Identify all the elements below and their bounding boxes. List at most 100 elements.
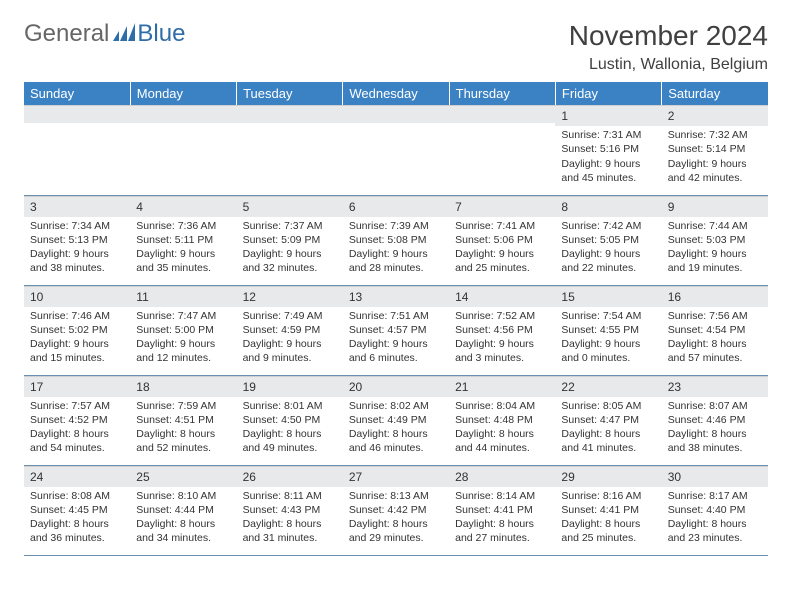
col-tuesday: Tuesday — [237, 82, 343, 105]
sunset-text: Sunset: 4:57 PM — [349, 323, 443, 337]
day-data — [237, 123, 343, 129]
day-cell: 15Sunrise: 7:54 AMSunset: 4:55 PMDayligh… — [555, 285, 661, 375]
day-cell: 19Sunrise: 8:01 AMSunset: 4:50 PMDayligh… — [237, 375, 343, 465]
day-data: Sunrise: 7:56 AMSunset: 4:54 PMDaylight:… — [662, 307, 768, 370]
day-cell: 1Sunrise: 7:31 AMSunset: 5:16 PMDaylight… — [555, 105, 661, 195]
day-data: Sunrise: 7:31 AMSunset: 5:16 PMDaylight:… — [555, 126, 661, 189]
day-data: Sunrise: 7:59 AMSunset: 4:51 PMDaylight:… — [130, 397, 236, 460]
sunset-text: Sunset: 4:44 PM — [136, 503, 230, 517]
daylight-text: Daylight: 9 hours and 35 minutes. — [136, 247, 230, 275]
day-cell: 22Sunrise: 8:05 AMSunset: 4:47 PMDayligh… — [555, 375, 661, 465]
day-number: 1 — [555, 105, 661, 126]
day-cell — [237, 105, 343, 195]
day-cell — [130, 105, 236, 195]
day-number: 11 — [130, 286, 236, 307]
day-cell: 27Sunrise: 8:13 AMSunset: 4:42 PMDayligh… — [343, 465, 449, 555]
daylight-text: Daylight: 8 hours and 54 minutes. — [30, 427, 124, 455]
daylight-text: Daylight: 9 hours and 42 minutes. — [668, 157, 762, 185]
day-cell: 29Sunrise: 8:16 AMSunset: 4:41 PMDayligh… — [555, 465, 661, 555]
location-label: Lustin, Wallonia, Belgium — [569, 56, 768, 74]
day-number: 9 — [662, 196, 768, 217]
sunrise-text: Sunrise: 8:13 AM — [349, 489, 443, 503]
daylight-text: Daylight: 9 hours and 19 minutes. — [668, 247, 762, 275]
sunrise-text: Sunrise: 8:11 AM — [243, 489, 337, 503]
daylight-text: Daylight: 8 hours and 52 minutes. — [136, 427, 230, 455]
day-data: Sunrise: 7:41 AMSunset: 5:06 PMDaylight:… — [449, 217, 555, 280]
day-number: 8 — [555, 196, 661, 217]
sunset-text: Sunset: 5:11 PM — [136, 233, 230, 247]
sunset-text: Sunset: 4:41 PM — [455, 503, 549, 517]
col-sunday: Sunday — [24, 82, 130, 105]
daylight-text: Daylight: 9 hours and 12 minutes. — [136, 337, 230, 365]
week-row: 1Sunrise: 7:31 AMSunset: 5:16 PMDaylight… — [24, 105, 768, 195]
logo: General Blue — [24, 20, 185, 48]
day-cell: 9Sunrise: 7:44 AMSunset: 5:03 PMDaylight… — [662, 195, 768, 285]
day-number: 16 — [662, 286, 768, 307]
sunrise-text: Sunrise: 8:17 AM — [668, 489, 762, 503]
day-data: Sunrise: 7:36 AMSunset: 5:11 PMDaylight:… — [130, 217, 236, 280]
sunrise-text: Sunrise: 7:57 AM — [30, 399, 124, 413]
day-number: 27 — [343, 466, 449, 487]
header: General Blue November 2024 Lustin, Wallo… — [24, 20, 768, 74]
day-data: Sunrise: 8:13 AMSunset: 4:42 PMDaylight:… — [343, 487, 449, 550]
month-title: November 2024 — [569, 20, 768, 52]
day-data: Sunrise: 8:08 AMSunset: 4:45 PMDaylight:… — [24, 487, 130, 550]
sunrise-text: Sunrise: 7:44 AM — [668, 219, 762, 233]
day-number: 22 — [555, 376, 661, 397]
day-number: 29 — [555, 466, 661, 487]
day-data: Sunrise: 7:47 AMSunset: 5:00 PMDaylight:… — [130, 307, 236, 370]
day-number: 10 — [24, 286, 130, 307]
day-data: Sunrise: 8:11 AMSunset: 4:43 PMDaylight:… — [237, 487, 343, 550]
daylight-text: Daylight: 8 hours and 46 minutes. — [349, 427, 443, 455]
calendar-table: Sunday Monday Tuesday Wednesday Thursday… — [24, 82, 768, 556]
daylight-text: Daylight: 8 hours and 25 minutes. — [561, 517, 655, 545]
sunrise-text: Sunrise: 7:51 AM — [349, 309, 443, 323]
day-number: 6 — [343, 196, 449, 217]
daylight-text: Daylight: 8 hours and 57 minutes. — [668, 337, 762, 365]
daylight-text: Daylight: 8 hours and 34 minutes. — [136, 517, 230, 545]
daylight-text: Daylight: 8 hours and 31 minutes. — [243, 517, 337, 545]
sunrise-text: Sunrise: 8:08 AM — [30, 489, 124, 503]
daylight-text: Daylight: 9 hours and 9 minutes. — [243, 337, 337, 365]
daylight-text: Daylight: 8 hours and 27 minutes. — [455, 517, 549, 545]
daylight-text: Daylight: 8 hours and 23 minutes. — [668, 517, 762, 545]
sunset-text: Sunset: 4:52 PM — [30, 413, 124, 427]
sunrise-text: Sunrise: 8:14 AM — [455, 489, 549, 503]
day-data: Sunrise: 7:39 AMSunset: 5:08 PMDaylight:… — [343, 217, 449, 280]
day-data: Sunrise: 7:46 AMSunset: 5:02 PMDaylight:… — [24, 307, 130, 370]
col-monday: Monday — [130, 82, 236, 105]
logo-text-blue: Blue — [137, 20, 185, 48]
sunrise-text: Sunrise: 8:04 AM — [455, 399, 549, 413]
day-data: Sunrise: 8:16 AMSunset: 4:41 PMDaylight:… — [555, 487, 661, 550]
day-data — [449, 123, 555, 129]
sunset-text: Sunset: 4:56 PM — [455, 323, 549, 337]
day-number — [449, 105, 555, 123]
day-number: 19 — [237, 376, 343, 397]
day-number: 23 — [662, 376, 768, 397]
day-data: Sunrise: 8:01 AMSunset: 4:50 PMDaylight:… — [237, 397, 343, 460]
daylight-text: Daylight: 9 hours and 6 minutes. — [349, 337, 443, 365]
day-number: 17 — [24, 376, 130, 397]
day-number: 18 — [130, 376, 236, 397]
col-thursday: Thursday — [449, 82, 555, 105]
sunrise-text: Sunrise: 7:41 AM — [455, 219, 549, 233]
day-data: Sunrise: 7:42 AMSunset: 5:05 PMDaylight:… — [555, 217, 661, 280]
title-block: November 2024 Lustin, Wallonia, Belgium — [569, 20, 768, 74]
day-cell: 3Sunrise: 7:34 AMSunset: 5:13 PMDaylight… — [24, 195, 130, 285]
day-number: 21 — [449, 376, 555, 397]
day-data — [130, 123, 236, 129]
day-data: Sunrise: 8:04 AMSunset: 4:48 PMDaylight:… — [449, 397, 555, 460]
day-cell: 14Sunrise: 7:52 AMSunset: 4:56 PMDayligh… — [449, 285, 555, 375]
sunrise-text: Sunrise: 7:59 AM — [136, 399, 230, 413]
sunrise-text: Sunrise: 7:56 AM — [668, 309, 762, 323]
day-number: 2 — [662, 105, 768, 126]
day-cell: 2Sunrise: 7:32 AMSunset: 5:14 PMDaylight… — [662, 105, 768, 195]
sunset-text: Sunset: 4:49 PM — [349, 413, 443, 427]
sunset-text: Sunset: 5:14 PM — [668, 142, 762, 156]
sunset-text: Sunset: 4:45 PM — [30, 503, 124, 517]
sunset-text: Sunset: 4:51 PM — [136, 413, 230, 427]
daylight-text: Daylight: 9 hours and 0 minutes. — [561, 337, 655, 365]
sunset-text: Sunset: 4:50 PM — [243, 413, 337, 427]
day-number: 7 — [449, 196, 555, 217]
day-data: Sunrise: 8:05 AMSunset: 4:47 PMDaylight:… — [555, 397, 661, 460]
